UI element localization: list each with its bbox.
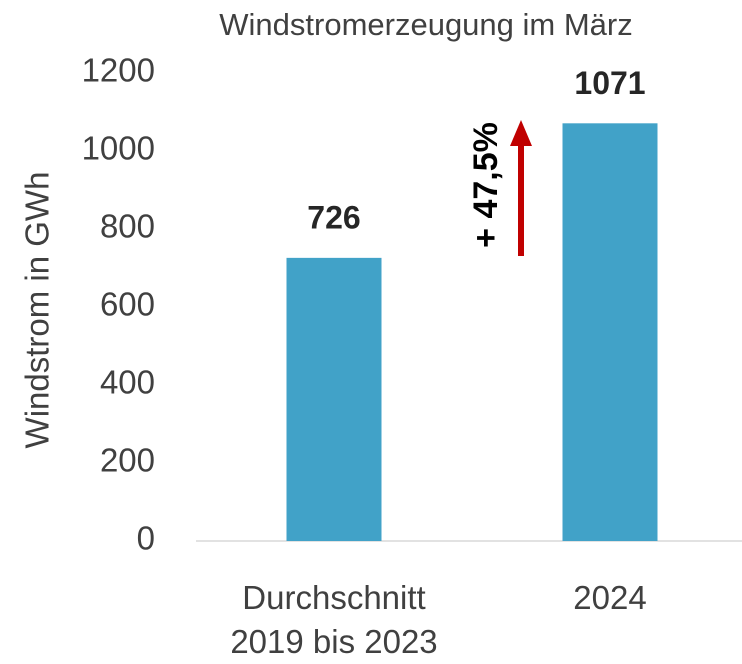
- x-tick-label: 2024: [573, 579, 647, 616]
- y-tick-label: 800: [100, 208, 155, 245]
- arrow-head: [510, 120, 532, 146]
- y-tick-label: 600: [100, 286, 155, 323]
- y-tick-label: 1200: [82, 52, 155, 89]
- chart-title: Windstromerzeugung im März: [219, 7, 632, 42]
- annotation: + 47,5%: [467, 122, 505, 248]
- value-label: 726: [307, 199, 360, 235]
- y-tick-label: 200: [100, 442, 155, 479]
- y-tick-label: 0: [137, 520, 155, 557]
- y-tick-label: 1000: [82, 130, 155, 167]
- value-label: 1071: [574, 65, 645, 101]
- y-axis-label: Windstrom in GWh: [19, 172, 56, 449]
- y-tick-label: 400: [100, 364, 155, 401]
- bar: [286, 257, 382, 541]
- x-tick-label: Durchschnitt 2019 bis 2023: [230, 579, 438, 660]
- bar: [562, 123, 658, 541]
